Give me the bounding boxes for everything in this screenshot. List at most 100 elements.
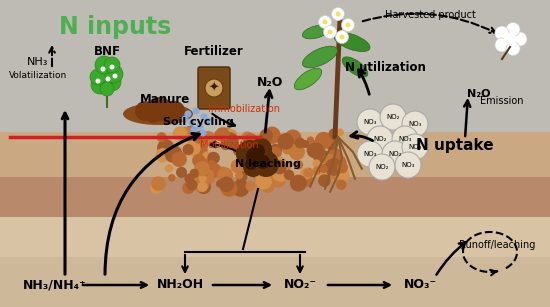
Text: Mobilization: Mobilization xyxy=(200,140,258,150)
Text: NO₃: NO₃ xyxy=(408,144,422,150)
Circle shape xyxy=(167,145,175,153)
Circle shape xyxy=(236,140,264,168)
Circle shape xyxy=(96,65,116,85)
Text: NH₃/NH₄⁺: NH₃/NH₄⁺ xyxy=(23,278,87,292)
Text: N₂O: N₂O xyxy=(467,89,491,99)
Text: NO₃: NO₃ xyxy=(364,151,377,157)
Circle shape xyxy=(173,126,188,141)
Text: N inputs: N inputs xyxy=(59,15,171,39)
Text: N uptake: N uptake xyxy=(416,138,494,153)
Circle shape xyxy=(258,147,270,159)
Circle shape xyxy=(282,143,293,154)
Bar xyxy=(0,257,550,307)
Circle shape xyxy=(311,143,323,155)
Circle shape xyxy=(190,126,197,134)
Circle shape xyxy=(495,26,509,40)
Bar xyxy=(0,177,550,217)
Circle shape xyxy=(272,157,287,172)
Circle shape xyxy=(216,166,229,180)
Circle shape xyxy=(148,97,172,121)
Circle shape xyxy=(260,129,273,142)
Circle shape xyxy=(369,154,395,180)
Circle shape xyxy=(318,164,329,175)
Text: Soil cycling: Soil cycling xyxy=(163,117,234,127)
Circle shape xyxy=(263,126,280,144)
Text: Emission: Emission xyxy=(480,96,524,106)
Circle shape xyxy=(251,144,265,158)
Circle shape xyxy=(109,64,114,69)
Circle shape xyxy=(245,181,256,191)
Circle shape xyxy=(156,179,163,187)
Circle shape xyxy=(249,151,263,165)
Circle shape xyxy=(223,129,238,144)
Circle shape xyxy=(327,148,342,162)
Text: NO₂: NO₂ xyxy=(386,114,400,120)
Circle shape xyxy=(189,119,195,126)
Circle shape xyxy=(367,126,393,152)
Circle shape xyxy=(306,143,322,158)
Circle shape xyxy=(357,141,383,167)
Circle shape xyxy=(269,170,287,188)
Circle shape xyxy=(323,25,337,38)
Circle shape xyxy=(182,115,189,122)
Circle shape xyxy=(324,136,339,150)
Circle shape xyxy=(215,127,230,142)
Circle shape xyxy=(284,139,297,152)
Circle shape xyxy=(336,128,344,136)
Circle shape xyxy=(221,139,231,150)
Circle shape xyxy=(357,109,383,135)
Circle shape xyxy=(244,150,257,162)
Circle shape xyxy=(335,168,349,182)
Text: Immobilization: Immobilization xyxy=(208,104,280,114)
Circle shape xyxy=(243,157,263,177)
Circle shape xyxy=(342,18,355,32)
Circle shape xyxy=(168,174,175,181)
Circle shape xyxy=(219,127,234,142)
Circle shape xyxy=(183,126,198,142)
Circle shape xyxy=(202,151,213,163)
Text: N₂O: N₂O xyxy=(257,76,283,88)
Circle shape xyxy=(336,30,349,44)
Circle shape xyxy=(277,133,294,150)
Circle shape xyxy=(290,175,307,192)
Text: ✦: ✦ xyxy=(209,81,219,95)
Circle shape xyxy=(380,104,406,130)
Circle shape xyxy=(269,146,282,159)
Circle shape xyxy=(336,180,346,190)
Circle shape xyxy=(306,169,314,177)
Circle shape xyxy=(513,32,527,46)
Text: NO₂: NO₂ xyxy=(388,151,401,157)
Circle shape xyxy=(242,143,274,175)
Circle shape xyxy=(249,134,266,151)
Circle shape xyxy=(165,101,185,121)
Circle shape xyxy=(196,179,211,194)
Circle shape xyxy=(195,158,210,173)
Circle shape xyxy=(217,132,225,139)
Circle shape xyxy=(193,130,207,144)
Circle shape xyxy=(402,134,428,160)
Circle shape xyxy=(184,173,195,184)
Circle shape xyxy=(103,73,121,91)
Ellipse shape xyxy=(334,33,370,52)
Circle shape xyxy=(506,22,520,37)
Circle shape xyxy=(196,166,214,184)
Circle shape xyxy=(230,159,244,173)
Circle shape xyxy=(219,177,234,192)
Circle shape xyxy=(156,148,170,162)
Circle shape xyxy=(192,175,210,192)
Text: Volatilization: Volatilization xyxy=(9,71,67,80)
Circle shape xyxy=(105,65,123,83)
Circle shape xyxy=(194,161,210,177)
Circle shape xyxy=(318,15,332,29)
Circle shape xyxy=(157,132,167,142)
Circle shape xyxy=(256,149,271,164)
Text: BNF: BNF xyxy=(94,45,120,58)
Circle shape xyxy=(318,173,328,183)
Circle shape xyxy=(197,182,208,192)
Circle shape xyxy=(269,144,282,157)
Circle shape xyxy=(217,167,233,183)
Circle shape xyxy=(330,155,346,171)
Text: NH₂OH: NH₂OH xyxy=(156,278,204,292)
Circle shape xyxy=(236,171,248,182)
Text: Manure: Manure xyxy=(140,93,190,106)
